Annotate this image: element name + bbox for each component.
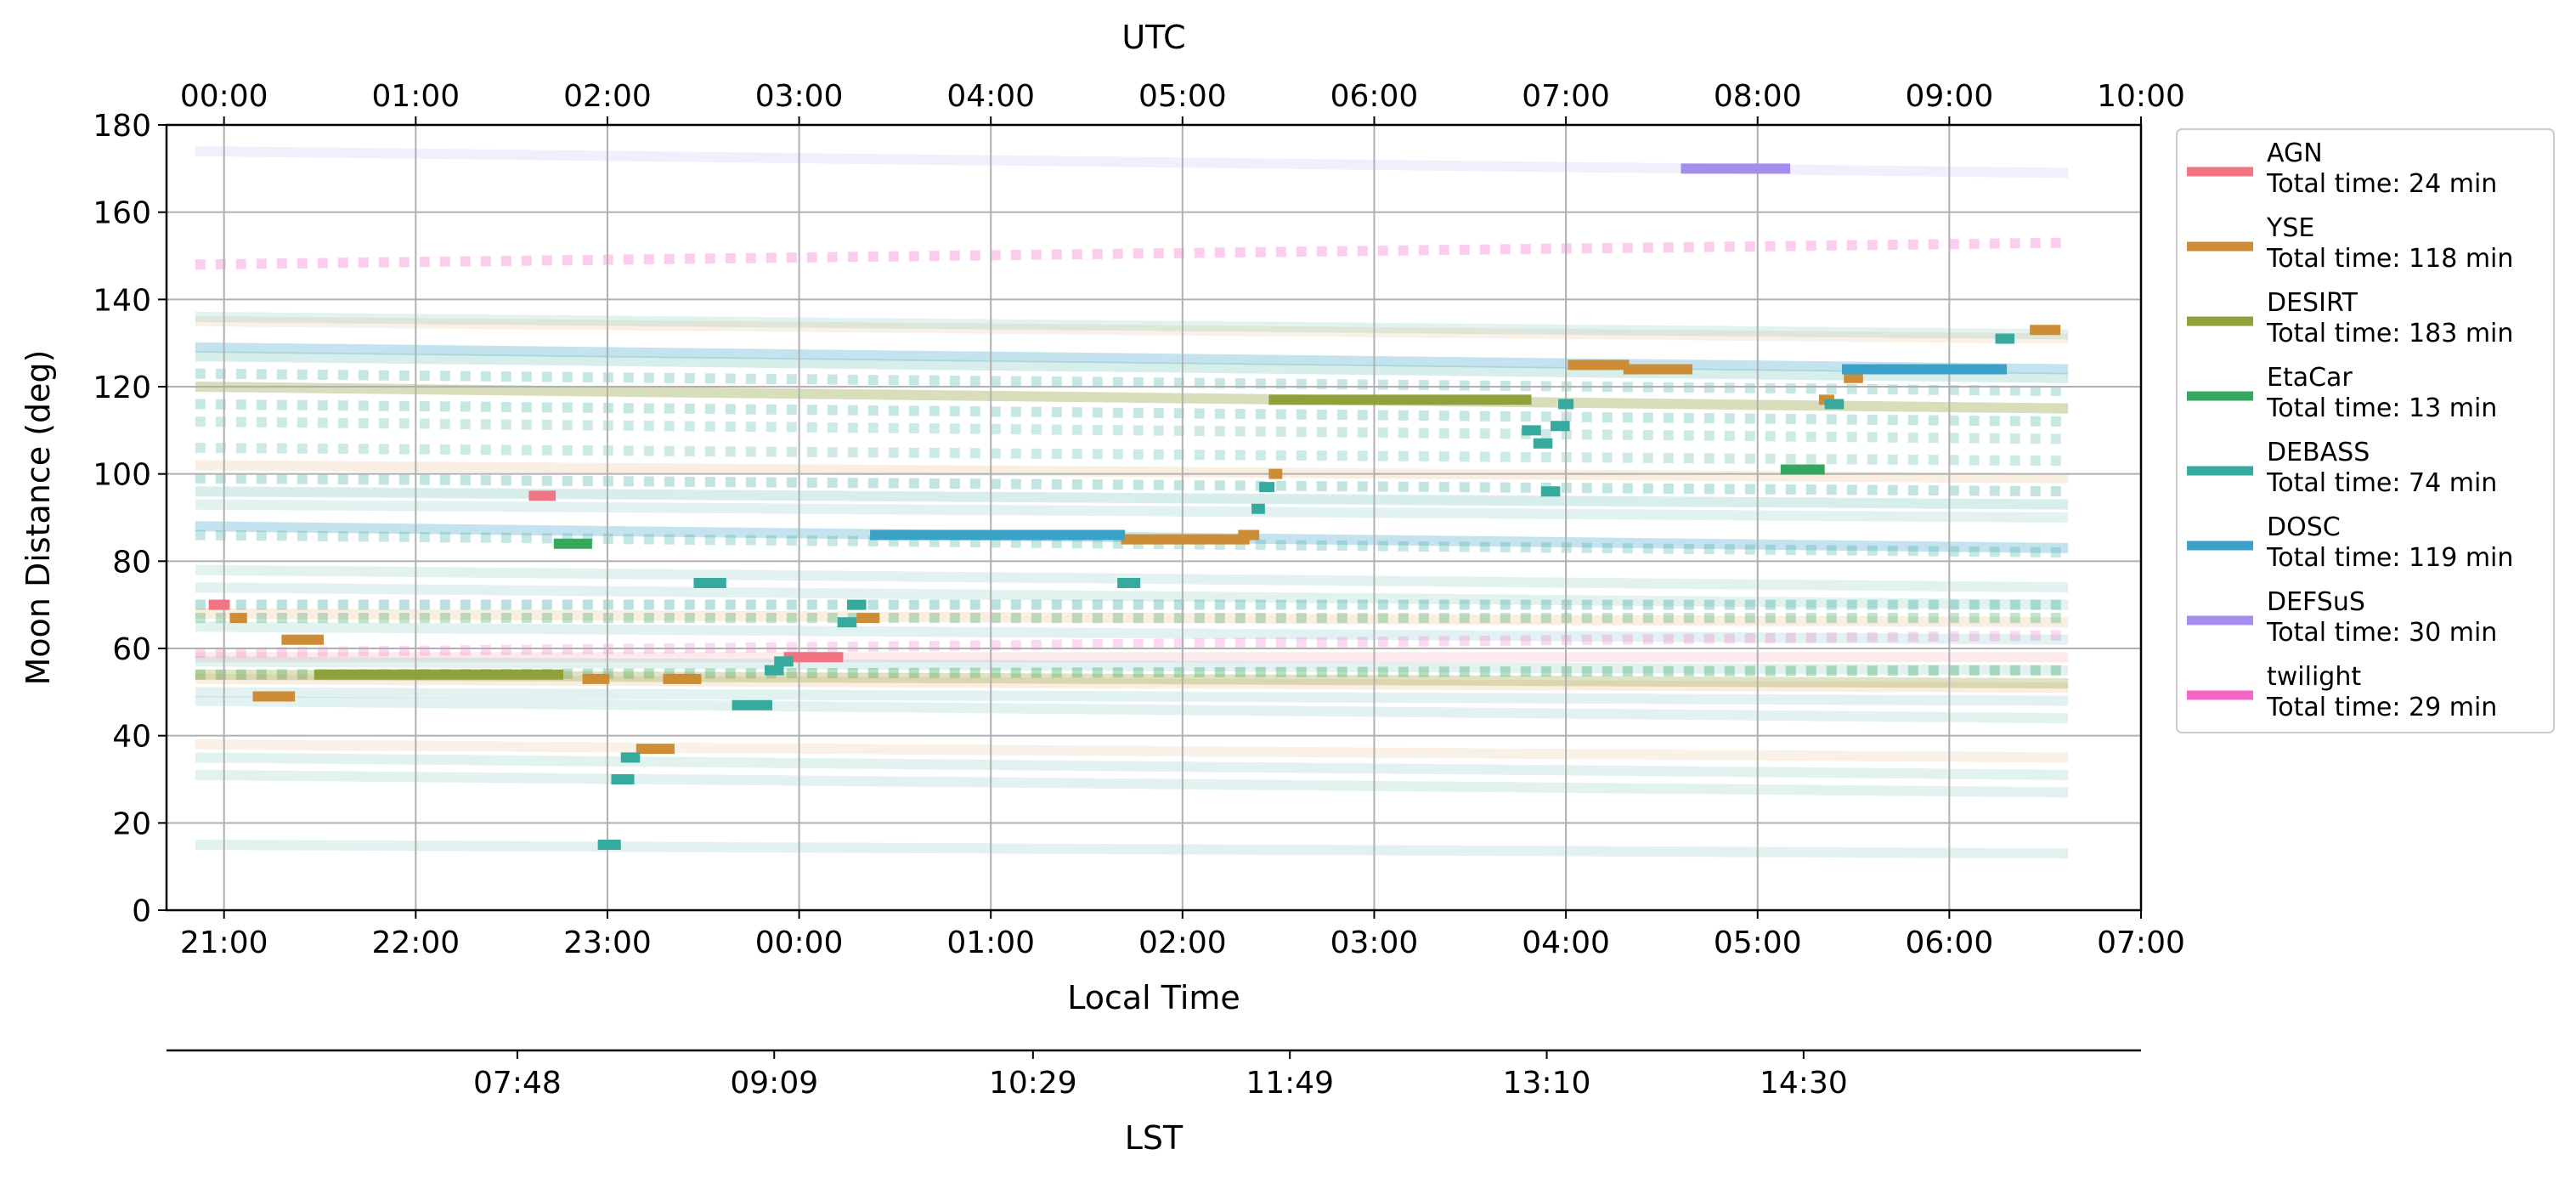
- x-axis-label-local: Local Time: [1067, 979, 1240, 1016]
- legend-box: [2176, 128, 2555, 733]
- visibility-track: [195, 840, 2069, 859]
- x-tick-label-local: 06:00: [1905, 925, 1993, 960]
- legend-total-etacar: Total time: 13 min: [2266, 393, 2497, 423]
- x-tick-label-lst: 07:48: [473, 1066, 562, 1101]
- visibility-track: [195, 416, 2069, 444]
- visibility-track: [195, 368, 2069, 397]
- x-tick-label-utc: 07:00: [1522, 79, 1610, 114]
- visibility-track: [195, 399, 2069, 427]
- x-axis-label-utc: UTC: [1121, 19, 1185, 56]
- x-tick-label-local: 00:00: [755, 925, 844, 960]
- y-tick-label: 140: [93, 283, 151, 318]
- visibility-track: [195, 311, 2069, 340]
- visibility-track: [195, 739, 2069, 763]
- x-tick-label-local: 03:00: [1330, 925, 1419, 960]
- y-tick-label: 100: [93, 458, 151, 493]
- x-axis-label-lst: LST: [1125, 1119, 1183, 1157]
- legend-label-twilight: twilight: [2267, 662, 2361, 692]
- visibility-track: [195, 695, 2069, 724]
- visibility-track: [195, 442, 2069, 467]
- legend-total-defsus: Total time: 30 min: [2266, 618, 2497, 648]
- y-tick-label: 180: [93, 109, 151, 144]
- visibility-track: [195, 630, 2069, 659]
- x-tick-label-lst: 14:30: [1760, 1066, 1848, 1101]
- visibility-track: [195, 608, 2069, 628]
- y-tick-label: 0: [132, 894, 151, 929]
- x-tick-label-local: 22:00: [371, 925, 460, 960]
- legend-label-desirt: DESIRT: [2267, 288, 2359, 318]
- x-tick-label-utc: 00:00: [180, 79, 268, 114]
- visibility-track: [195, 621, 2069, 645]
- x-tick-label-local: 04:00: [1522, 925, 1610, 960]
- visibility-track: [195, 316, 2069, 344]
- x-tick-label-utc: 04:00: [946, 79, 1035, 114]
- legend-total-agn: Total time: 24 min: [2266, 169, 2497, 199]
- x-tick-label-local: 05:00: [1714, 925, 1802, 960]
- visibility-track: [195, 486, 2069, 510]
- y-tick-label: 20: [112, 807, 151, 841]
- x-tick-label-lst: 13:10: [1503, 1066, 1591, 1101]
- visibility-track: [195, 582, 2069, 610]
- axes: 0 20 40 60 80 100 120 140 160 180 21:00 22:00 23:00 0…: [93, 79, 2185, 1101]
- visibility-track: [195, 769, 2069, 798]
- x-tick-label-utc: 01:00: [371, 79, 460, 114]
- x-tick-label-utc: 02:00: [563, 79, 652, 114]
- x-tick-label-utc: 10:00: [2097, 79, 2185, 114]
- visibility-track: [195, 473, 2069, 497]
- x-tick-label-local: 01:00: [946, 925, 1035, 960]
- legend-label-dosc: DOSC: [2267, 512, 2341, 542]
- x-tick-label-local: 21:00: [180, 925, 268, 960]
- y-tick-label: 60: [112, 632, 151, 667]
- y-tick-label: 40: [112, 720, 151, 755]
- visibility-track: [195, 673, 2069, 693]
- visibility-track: [195, 351, 2069, 383]
- observation-segments: [208, 163, 2061, 850]
- x-tick-label-local: 23:00: [563, 925, 652, 960]
- legend-total-dosc: Total time: 119 min: [2266, 543, 2513, 573]
- x-tick-label-local: 07:00: [2097, 925, 2185, 960]
- legend-total-desirt: Total time: 183 min: [2266, 319, 2513, 348]
- legend-label-agn: AGN: [2267, 139, 2323, 168]
- x-tick-label-utc: 08:00: [1714, 79, 1802, 114]
- legend-total-debass: Total time: 74 min: [2266, 468, 2497, 498]
- visibility-track: [195, 382, 2069, 414]
- legend-label-debass: DEBASS: [2267, 438, 2370, 467]
- visibility-track: [195, 460, 2069, 484]
- visibility-track: [195, 529, 2069, 558]
- legend-total-twilight: Total time: 29 min: [2266, 693, 2497, 722]
- x-tick-label-lst: 10:29: [989, 1066, 1077, 1101]
- y-tick-label: 120: [93, 371, 151, 405]
- visibility-track: [195, 499, 2069, 523]
- visibility-track: [195, 342, 2069, 375]
- x-tick-label-utc: 05:00: [1138, 79, 1227, 114]
- visibility-track: [195, 237, 2069, 270]
- legend-label-yse: YSE: [2266, 213, 2314, 243]
- x-tick-label-lst: 11:49: [1246, 1066, 1334, 1101]
- x-tick-label-lst: 09:09: [730, 1066, 818, 1101]
- x-tick-label-utc: 03:00: [755, 79, 844, 114]
- visibility-track: [195, 687, 2069, 706]
- y-tick-label: 80: [112, 545, 151, 580]
- legend-label-etacar: EtaCar: [2267, 363, 2353, 393]
- visibility-track: [195, 656, 2069, 676]
- legend-total-yse: Total time: 118 min: [2266, 244, 2513, 274]
- x-tick-label-utc: 06:00: [1330, 79, 1419, 114]
- y-tick-label: 160: [93, 196, 151, 231]
- visibility-track: [195, 752, 2069, 780]
- y-axis-label: Moon Distance (deg): [20, 350, 57, 686]
- legend-label-defsus: DEFSuS: [2267, 587, 2365, 617]
- plot-frame: [165, 123, 2143, 912]
- x-tick-label-utc: 09:00: [1905, 79, 1993, 114]
- x-tick-label-local: 02:00: [1138, 925, 1227, 960]
